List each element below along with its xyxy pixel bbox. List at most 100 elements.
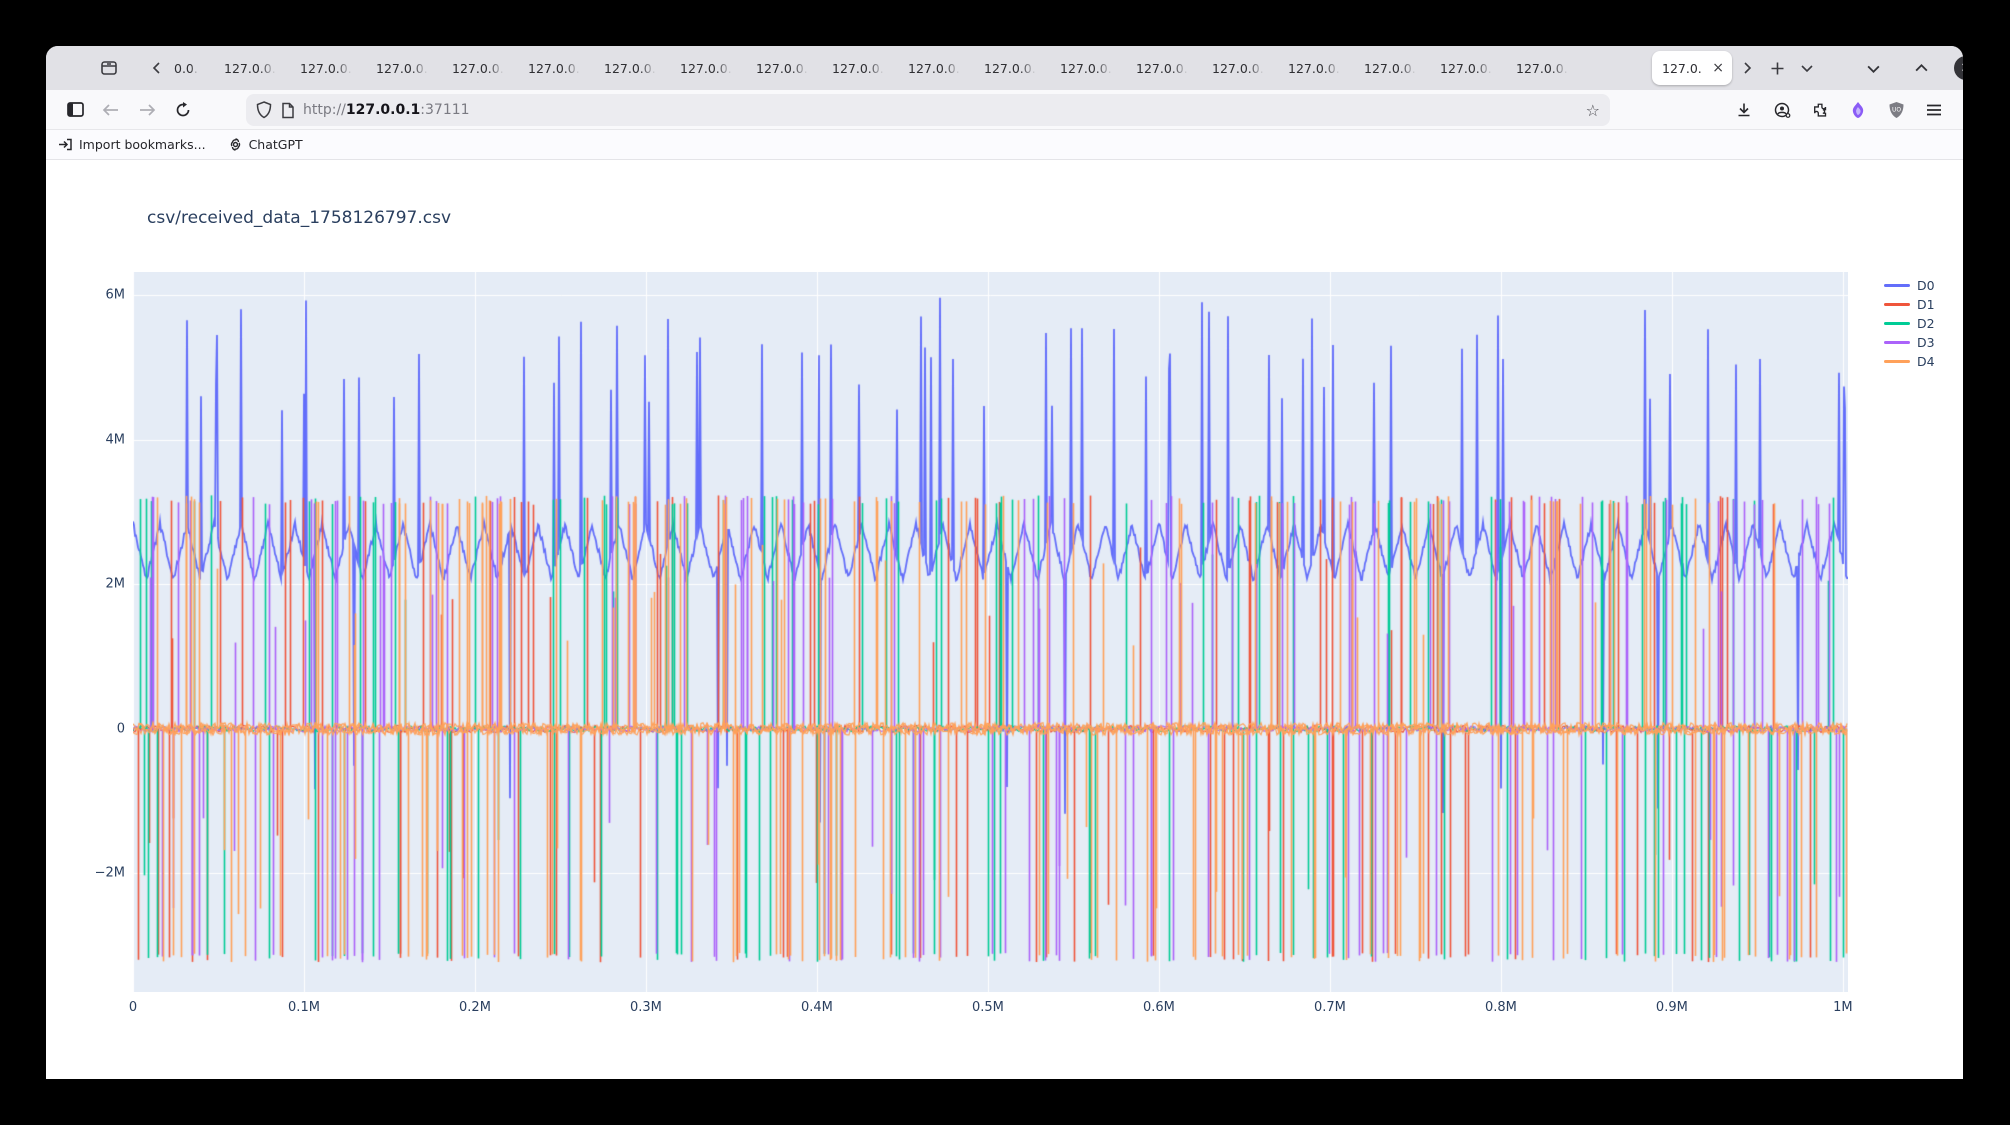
tab-label: 127.0.0. (1136, 60, 1188, 76)
tab[interactable]: 127.0.0. (290, 46, 366, 90)
tab-partial[interactable]: 0.0. (172, 46, 214, 90)
tab[interactable]: 127.0.0. (670, 46, 746, 90)
bookmarks-bar: Import bookmarks... ChatGPT (46, 130, 1963, 160)
tab[interactable]: 127.0.0. (518, 46, 594, 90)
reload-button[interactable] (168, 95, 198, 125)
x-tick-label: 0.5M (971, 1000, 1004, 1015)
legend-swatch (1884, 360, 1910, 363)
x-tick-label: 0.3M (630, 1000, 662, 1015)
tab[interactable]: 127.0.0. (1430, 46, 1506, 90)
url-text[interactable]: http://127.0.0.1:37111 (303, 102, 470, 118)
tab-label: 127.0. (1662, 60, 1702, 76)
tab[interactable]: 127.0.0. (366, 46, 442, 90)
new-tab-button[interactable] (1762, 53, 1792, 83)
legend-swatch (1884, 303, 1910, 306)
forward-button[interactable] (132, 95, 162, 125)
tab[interactable]: 127.0.0. (1506, 46, 1582, 90)
y-tick-label: 2M (105, 576, 126, 592)
tab-label: 127.0.0. (680, 60, 732, 76)
tab-label: 127.0.0. (1060, 60, 1112, 76)
tab[interactable]: 127.0.0. (442, 46, 518, 90)
chatgpt-icon (230, 138, 240, 151)
tab-label: 127.0.0. (452, 60, 504, 76)
back-button[interactable] (96, 95, 126, 125)
page-content: csv/received_data_1758126797.csv 6M 4M 2M 0… (46, 160, 1963, 1079)
extensions-puzzle-icon[interactable] (1805, 95, 1835, 125)
ublock-shield-icon[interactable]: UO (1881, 95, 1911, 125)
x-tick-label: 0.6M (1142, 1000, 1175, 1015)
y-tick-label: 6M (105, 287, 126, 303)
tab[interactable]: 127.0.0. (1278, 46, 1354, 90)
tab-label: 127.0.0. (300, 60, 352, 76)
chart-title: csv/received_data_1758126797.csv (147, 208, 452, 228)
x-tick-label: 0.4M (800, 1000, 833, 1015)
navigation-toolbar: http://127.0.0.1:37111 ☆ UO (46, 90, 1963, 130)
tab[interactable]: 127.0.0. (594, 46, 670, 90)
legend-item[interactable]: D2 (1884, 314, 1935, 333)
tab-label: 127.0.0. (984, 60, 1036, 76)
x-tick-label: 1M (1833, 1000, 1853, 1015)
chart-legend[interactable]: D0 D1 D2 D3 D4 (1884, 276, 1935, 371)
url-bar[interactable]: http://127.0.0.1:37111 ☆ (246, 94, 1610, 126)
window-minimize-button[interactable] (1858, 53, 1888, 83)
purple-extension-icon[interactable] (1843, 95, 1873, 125)
tab-label: 127.0.0. (376, 60, 428, 76)
shield-icon[interactable] (256, 101, 272, 119)
legend-item[interactable]: D0 (1884, 276, 1935, 295)
tab-label: 127.0.0. (1212, 60, 1264, 76)
bookmark-star-icon[interactable]: ☆ (1585, 100, 1600, 120)
tab[interactable]: 127.0.0. (746, 46, 822, 90)
scroll-tabs-right-button[interactable] (1732, 53, 1762, 83)
page-info-icon[interactable] (281, 102, 295, 119)
window-close-button[interactable]: ✕ (1954, 56, 1963, 80)
bookmark-chatgpt[interactable]: ChatGPT (228, 137, 303, 152)
legend-swatch (1884, 322, 1910, 325)
tab-strip: 0.0. 127.0.0. 127.0.0. 127.0.0. 127.0.0. 127… (172, 46, 1650, 90)
tab-label: 127.0.0. (1440, 60, 1492, 76)
tab[interactable]: 127.0.0. (1050, 46, 1126, 90)
list-all-tabs-button[interactable] (1792, 53, 1822, 83)
tab-label: 127.0.0. (1516, 60, 1568, 76)
import-icon (59, 138, 72, 151)
bookmark-import[interactable]: Import bookmarks... (58, 137, 206, 152)
tab[interactable]: 127.0.0. (1202, 46, 1278, 90)
plot-area[interactable] (133, 272, 1848, 992)
downloads-icon[interactable] (1729, 95, 1759, 125)
tab[interactable]: 127.0.0. (822, 46, 898, 90)
legend-item[interactable]: D1 (1884, 295, 1935, 314)
url-host: 127.0.0.1 (345, 102, 421, 118)
legend-item[interactable]: D3 (1884, 333, 1935, 352)
firefox-view-icon[interactable] (94, 53, 124, 83)
tab[interactable]: 127.0.0. (1126, 46, 1202, 90)
x-tick-label: 0.9M (1655, 1000, 1688, 1015)
url-port: :37111 (420, 102, 470, 118)
legend-swatch (1884, 284, 1910, 287)
tab-label: 0.0. (174, 60, 198, 76)
tab[interactable]: 127.0.0. (974, 46, 1050, 90)
y-tick-label: 0 (116, 721, 125, 737)
tab-bar: 0.0. 127.0.0. 127.0.0. 127.0.0. 127.0.0. 127… (46, 46, 1963, 90)
tab-label: 127.0.0. (908, 60, 960, 76)
y-tick-label: −2M (94, 865, 125, 881)
legend-swatch (1884, 341, 1910, 344)
tab-label: 127.0.0. (756, 60, 808, 76)
bookmark-label: Import bookmarks... (79, 137, 206, 152)
tab-label: 127.0.0. (1364, 60, 1416, 76)
tab[interactable]: 127.0.0. (1354, 46, 1430, 90)
tab-active[interactable]: 127.0. × (1652, 51, 1732, 85)
legend-item[interactable]: D4 (1884, 352, 1935, 371)
svg-text:UO: UO (1891, 107, 1900, 114)
account-icon[interactable] (1767, 95, 1797, 125)
tab-label: 127.0.0. (528, 60, 580, 76)
tab[interactable]: 127.0.0. (214, 46, 290, 90)
tab-label: 127.0.0. (1288, 60, 1340, 76)
window-maximize-button[interactable] (1906, 53, 1936, 83)
sidebar-toggle-icon[interactable] (60, 95, 90, 125)
legend-label: D4 (1917, 354, 1935, 369)
tab-close-icon[interactable]: × (1712, 60, 1724, 76)
tab[interactable]: 127.0.0. (898, 46, 974, 90)
browser-window: 0.0. 127.0.0. 127.0.0. 127.0.0. 127.0.0. 127… (46, 46, 1963, 1079)
scroll-tabs-left-button[interactable] (142, 53, 172, 83)
x-tick-label: 0.1M (288, 1000, 320, 1015)
menu-hamburger-icon[interactable] (1919, 95, 1949, 125)
